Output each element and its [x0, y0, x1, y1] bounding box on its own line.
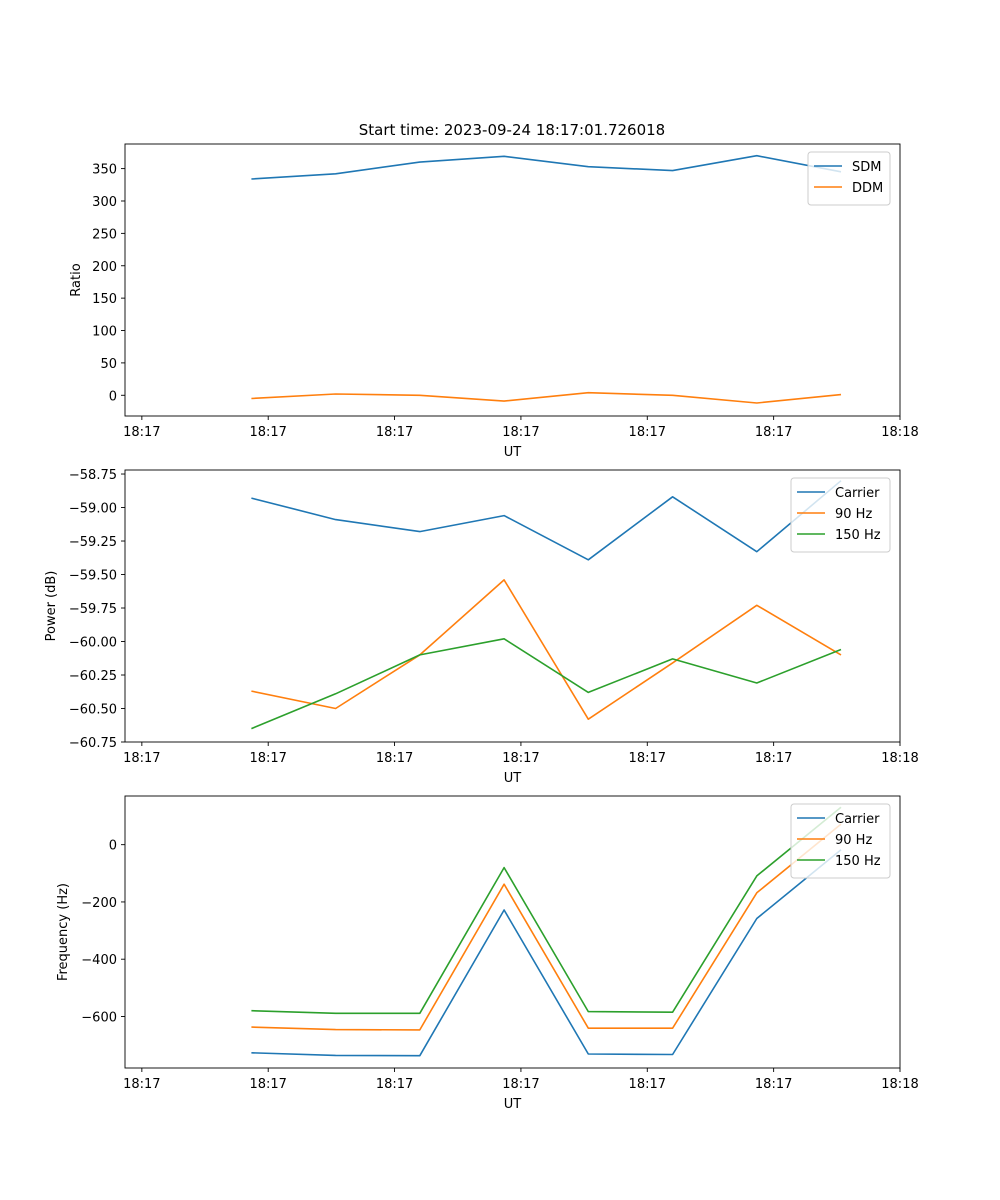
- frequency-series-90-hz-line: [251, 823, 842, 1031]
- ratio-legend: SDM DDM: [807, 151, 891, 206]
- ratio-x-tick-label: 18:17: [123, 425, 160, 440]
- frequency-y-axis-label: Frequency (Hz): [56, 883, 71, 981]
- power-x-tick-label: 18:17: [502, 751, 539, 766]
- ratio-x-tick-label: 18:17: [755, 425, 792, 440]
- power-x-tick-label: 18:18: [881, 751, 918, 766]
- frequency-y-tick-label: −200: [81, 896, 117, 911]
- figure-title: Start time: 2023-09-24 18:17:01.726018: [359, 121, 665, 139]
- power-y-tick-label: −60.25: [69, 669, 117, 684]
- frequency-x-tick-label: 18:17: [123, 1077, 160, 1092]
- ratio-y-tick-label: 300: [92, 195, 117, 210]
- power-x-tick-label: 18:17: [629, 751, 666, 766]
- frequency-legend: Carrier 90 Hz 150 Hz: [790, 803, 891, 879]
- ratio-legend-label-ddm: DDM: [852, 181, 883, 196]
- ratio-y-tick-label: 200: [92, 260, 117, 275]
- ratio-legend-label-sdm: SDM: [852, 160, 881, 175]
- ratio-y-tick-label: 50: [100, 357, 117, 372]
- ratio-x-tick-label: 18:17: [249, 425, 286, 440]
- power-series-90-hz-line: [251, 579, 842, 721]
- frequency-series-carrier-line: [251, 849, 842, 1057]
- ratio-x-tick-label: 18:17: [502, 425, 539, 440]
- power-series-150-hz-line: [251, 637, 842, 730]
- power-x-tick-label: 18:17: [249, 751, 286, 766]
- power-x-axis-label: UT: [504, 771, 522, 786]
- ratio-x-tick-label: 18:18: [881, 425, 918, 440]
- ratio-x-tick-label: 18:17: [376, 425, 413, 440]
- power-x-tick-label: 18:17: [123, 751, 160, 766]
- frequency-y-tick-label: −600: [81, 1010, 117, 1025]
- frequency-legend-label-90-hz: 90 Hz: [835, 833, 872, 848]
- power-y-tick-label: −59.00: [69, 502, 117, 517]
- frequency-x-tick-label: 18:17: [629, 1077, 666, 1092]
- power-y-tick-label: −58.75: [69, 468, 117, 483]
- power-series-carrier-line: [251, 480, 842, 561]
- power-y-tick-label: −59.50: [69, 569, 117, 584]
- ratio-series-sdm-line: [251, 154, 842, 180]
- frequency-panel: 18:17 18:17 18:17 18:17 18:17 18:17 18:18 −600 −…: [56, 795, 919, 1112]
- power-legend-label-90-hz: 90 Hz: [835, 507, 872, 522]
- frequency-legend-label-carrier: Carrier: [835, 812, 880, 827]
- ratio-y-tick-label: 0: [109, 389, 117, 404]
- ratio-series-ddm-line: [251, 391, 842, 404]
- frequency-x-tick-label: 18:17: [502, 1077, 539, 1092]
- ratio-y-axis-label: Ratio: [69, 263, 84, 296]
- frequency-x-tick-label: 18:17: [755, 1077, 792, 1092]
- ratio-y-tick-label: 350: [92, 163, 117, 178]
- power-legend: Carrier 90 Hz 150 Hz: [790, 477, 891, 553]
- frequency-y-tick-label: −400: [81, 953, 117, 968]
- ratio-axes-frame: [124, 143, 901, 417]
- power-panel: 18:17 18:17 18:17 18:17 18:17 18:17 18:18 −60.7…: [44, 468, 919, 786]
- power-y-tick-label: −60.00: [69, 636, 117, 651]
- power-legend-label-150-hz: 150 Hz: [835, 528, 881, 543]
- power-x-tick-label: 18:17: [755, 751, 792, 766]
- power-x-tick-label: 18:17: [376, 751, 413, 766]
- power-y-tick-label: −60.50: [69, 703, 117, 718]
- frequency-y-tick-label: 0: [109, 839, 117, 854]
- power-y-tick-label: −59.75: [69, 602, 117, 617]
- power-y-tick-label: −60.75: [69, 736, 117, 751]
- frequency-x-tick-label: 18:17: [249, 1077, 286, 1092]
- ratio-x-axis-label: UT: [504, 445, 522, 460]
- ratio-y-tick-label: 150: [92, 292, 117, 307]
- frequency-x-axis-label: UT: [504, 1097, 522, 1112]
- frequency-axes-frame: [124, 795, 901, 1069]
- ratio-panel: 18:17 18:17 18:17 18:17 18:17 18:17 18:18 0 50 10…: [69, 143, 919, 460]
- power-y-tick-label: −59.25: [69, 535, 117, 550]
- power-axes-frame: [124, 469, 901, 743]
- frequency-x-tick-label: 18:18: [881, 1077, 918, 1092]
- frequency-series-150-hz-line: [251, 806, 842, 1015]
- power-y-axis-label: Power (dB): [44, 571, 59, 642]
- ratio-x-tick-label: 18:17: [629, 425, 666, 440]
- ratio-y-tick-label: 250: [92, 227, 117, 242]
- frequency-legend-label-150-hz: 150 Hz: [835, 854, 881, 869]
- power-legend-label-carrier: Carrier: [835, 486, 880, 501]
- frequency-x-tick-label: 18:17: [376, 1077, 413, 1092]
- ratio-y-tick-label: 100: [92, 325, 117, 340]
